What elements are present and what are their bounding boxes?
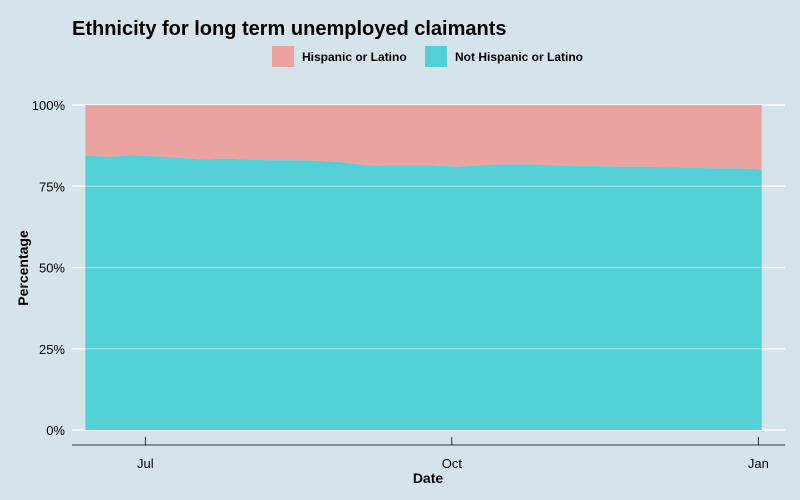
y-tick-label: 75%	[39, 179, 65, 194]
y-tick-label: 50%	[39, 261, 65, 276]
x-tick-label: Oct	[442, 456, 463, 471]
legend: Hispanic or Latino Not Hispanic or Latin…	[272, 46, 583, 67]
legend-swatch-hispanic	[272, 46, 294, 67]
y-axis-title: Percentage	[15, 230, 31, 306]
y-tick-label: 25%	[39, 342, 65, 357]
y-tick-labels: 0% 25% 50% 75% 100%	[32, 98, 66, 438]
chart-title: Ethnicity for long term unemployed claim…	[72, 18, 507, 40]
x-tick-label: Jan	[748, 456, 769, 471]
x-tick-label: Jul	[137, 456, 154, 471]
area-not-hispanic-or-latino	[85, 155, 762, 430]
area-hispanic-or-latino	[85, 105, 762, 170]
x-axis-title: Date	[413, 470, 444, 486]
legend-label-not-hispanic: Not Hispanic or Latino	[455, 50, 583, 64]
y-tick-label: 100%	[32, 98, 66, 113]
y-tick-label: 0%	[46, 423, 65, 438]
x-ticks: Jul Oct Jan	[137, 437, 769, 471]
legend-swatch-not-hispanic	[425, 46, 447, 67]
stacked-areas	[85, 105, 762, 430]
legend-label-hispanic: Hispanic or Latino	[302, 50, 407, 64]
